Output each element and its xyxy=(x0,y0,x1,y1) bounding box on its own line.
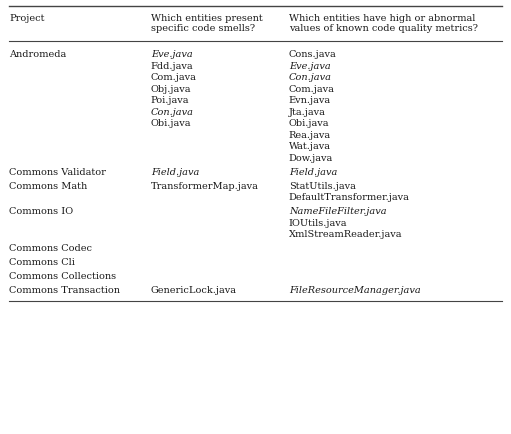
Text: Dow.java: Dow.java xyxy=(289,154,333,163)
Text: Field.java: Field.java xyxy=(289,168,337,177)
Text: Commons Validator: Commons Validator xyxy=(9,168,106,177)
Text: Obi.java: Obi.java xyxy=(151,119,191,128)
Text: TransformerMap.java: TransformerMap.java xyxy=(151,182,259,191)
Text: Poi.java: Poi.java xyxy=(151,96,189,105)
Text: Cons.java: Cons.java xyxy=(289,50,336,59)
Text: Which entities have high or abnormal
values of known code quality metrics?: Which entities have high or abnormal val… xyxy=(289,14,478,33)
Text: Commons Math: Commons Math xyxy=(9,182,87,191)
Text: Andromeda: Andromeda xyxy=(9,50,66,59)
Text: Obj.java: Obj.java xyxy=(151,85,191,94)
Text: Wat.java: Wat.java xyxy=(289,142,331,151)
Text: Commons Cli: Commons Cli xyxy=(9,258,75,267)
Text: Evn.java: Evn.java xyxy=(289,96,331,105)
Text: Commons IO: Commons IO xyxy=(9,207,73,216)
Text: Commons Codec: Commons Codec xyxy=(9,244,92,253)
Text: GenericLock.java: GenericLock.java xyxy=(151,286,237,295)
Text: Eve.java: Eve.java xyxy=(151,50,193,59)
Text: Fdd.java: Fdd.java xyxy=(151,62,193,71)
Text: Con.java: Con.java xyxy=(151,108,194,117)
Text: Jta.java: Jta.java xyxy=(289,108,326,117)
Text: Eve.java: Eve.java xyxy=(289,62,331,71)
Text: FileResourceManager.java: FileResourceManager.java xyxy=(289,286,421,295)
Text: Com.java: Com.java xyxy=(151,73,197,82)
Text: Con.java: Con.java xyxy=(289,73,332,82)
Text: XmlStreamReader.java: XmlStreamReader.java xyxy=(289,230,402,239)
Text: Commons Transaction: Commons Transaction xyxy=(9,286,120,295)
Text: Obi.java: Obi.java xyxy=(289,119,329,128)
Text: Field.java: Field.java xyxy=(151,168,199,177)
Text: NameFileFilter.java: NameFileFilter.java xyxy=(289,207,386,216)
Text: IOUtils.java: IOUtils.java xyxy=(289,219,347,228)
Text: Rea.java: Rea.java xyxy=(289,131,331,140)
Text: StatUtils.java: StatUtils.java xyxy=(289,182,356,191)
Text: Com.java: Com.java xyxy=(289,85,335,94)
Text: DefaultTransformer.java: DefaultTransformer.java xyxy=(289,193,410,202)
Text: Project: Project xyxy=(9,14,44,23)
Text: Commons Collections: Commons Collections xyxy=(9,272,117,281)
Text: Which entities present
specific code smells?: Which entities present specific code sme… xyxy=(151,14,263,33)
